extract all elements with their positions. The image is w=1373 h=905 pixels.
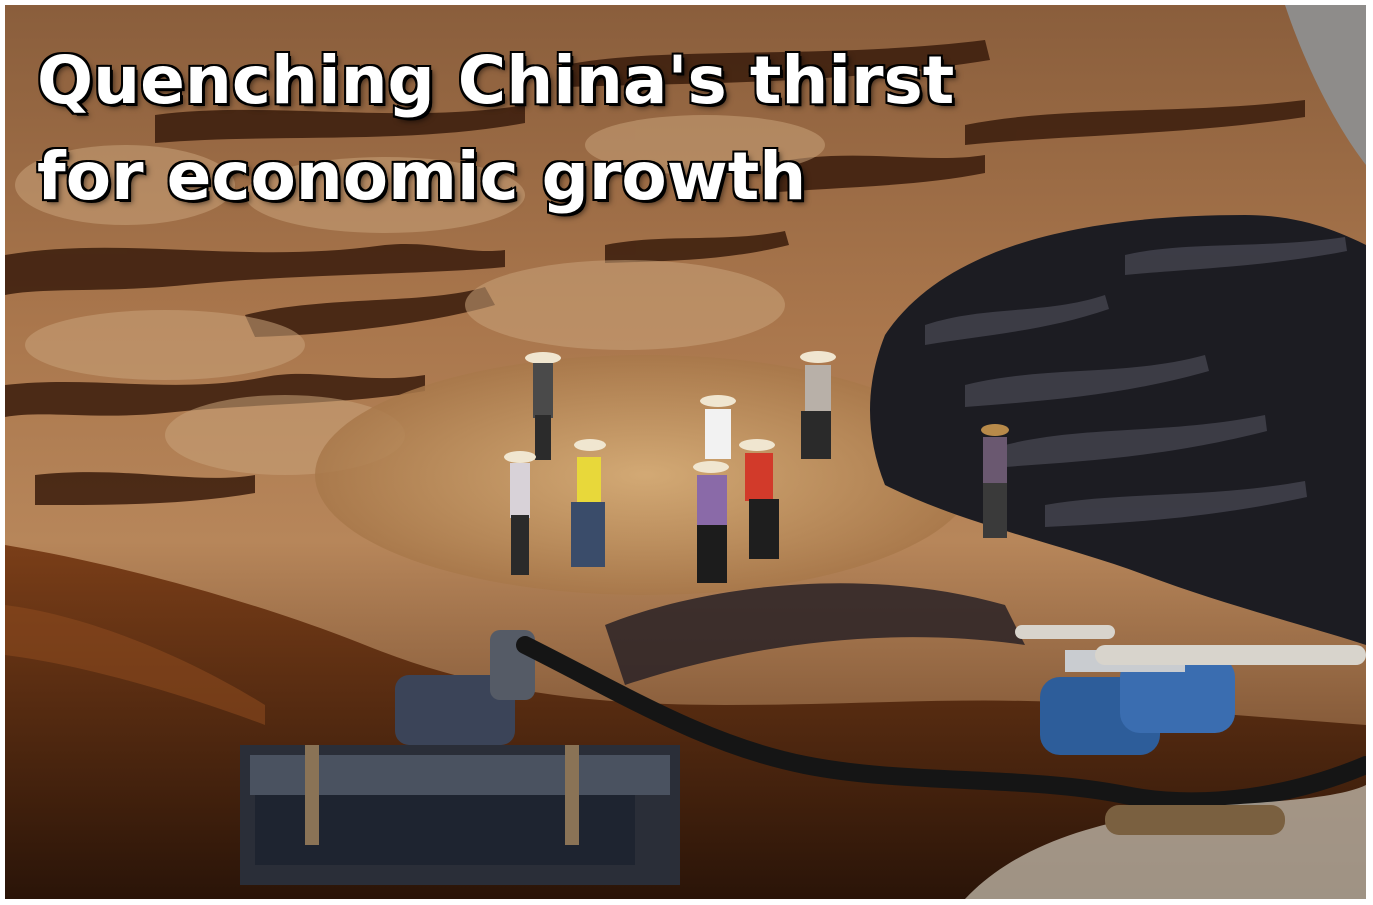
oil-streaks <box>5 40 1305 505</box>
headline-line-2: for economic growth <box>35 137 807 217</box>
black-tarps <box>605 215 1366 685</box>
pump-raft <box>240 630 680 885</box>
mud-patches <box>15 115 825 475</box>
grey-tarp <box>1285 5 1366 165</box>
polluted-river-photo <box>5 5 1366 899</box>
workers <box>504 351 1009 583</box>
photo-frame: Quenching China's thirst for economic gr… <box>5 5 1366 899</box>
headline-line-1: Quenching China's thirst <box>35 41 955 121</box>
pump-hose <box>516 636 1366 811</box>
white-pipes <box>1015 625 1366 665</box>
headline: Quenching China's thirst for economic gr… <box>35 33 955 225</box>
